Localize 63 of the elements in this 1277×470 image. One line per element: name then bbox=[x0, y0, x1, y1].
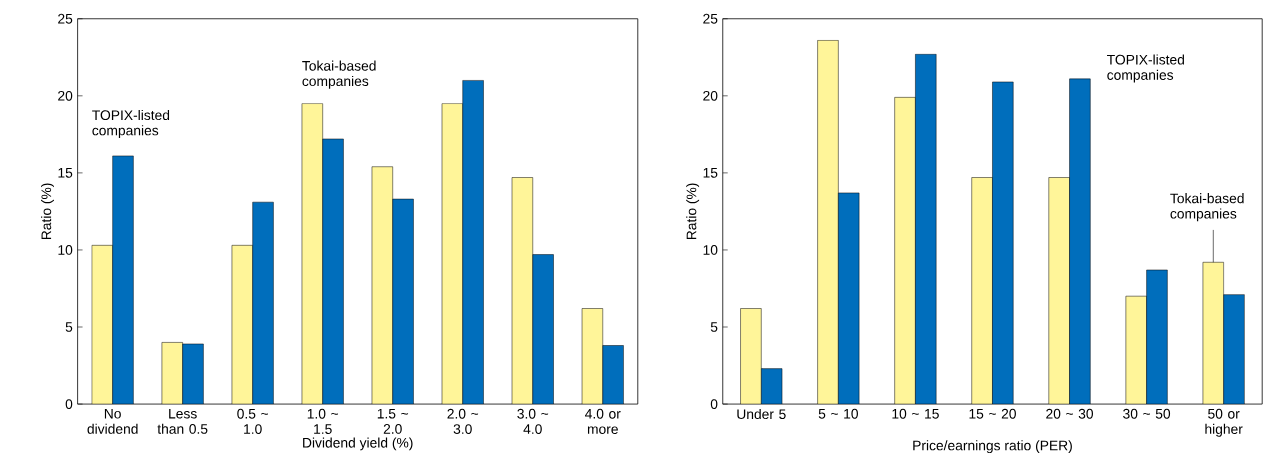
bar bbox=[301, 103, 323, 404]
y-axis-title: Ratio (%) bbox=[686, 183, 700, 239]
x-tick-label: 0.5 ~ 1.0 bbox=[237, 408, 268, 434]
x-tick-label: 5 ~ 10 bbox=[818, 408, 858, 419]
series-label: Tokai-based companies bbox=[302, 60, 376, 89]
bar bbox=[894, 96, 916, 404]
x-tick-label: Under 5 bbox=[737, 408, 786, 419]
bar bbox=[371, 166, 393, 404]
series-label: TOPIX-listed companies bbox=[92, 109, 170, 138]
y-tick-label: 15 bbox=[703, 167, 718, 178]
y-tick-label: 25 bbox=[58, 13, 73, 24]
bar bbox=[112, 155, 134, 404]
bar bbox=[838, 192, 860, 404]
x-tick-label: Less than 0.5 bbox=[157, 408, 208, 434]
x-tick-label: 1.0 ~ 1.5 bbox=[307, 408, 339, 434]
bar bbox=[231, 245, 253, 404]
y-tick-label: 20 bbox=[703, 90, 718, 101]
bar bbox=[462, 80, 484, 404]
x-tick-label: 30 ~ 50 bbox=[1123, 408, 1171, 419]
bar bbox=[1125, 295, 1147, 404]
x-tick-label: 10 ~ 15 bbox=[892, 408, 939, 419]
y-tick-label: 0 bbox=[710, 399, 718, 409]
bar bbox=[581, 308, 604, 404]
bar bbox=[532, 254, 554, 404]
y-tick-label: 15 bbox=[58, 167, 73, 178]
series-label: TOPIX-listed companies bbox=[1107, 54, 1184, 83]
x-tick-label: No dividend bbox=[87, 408, 138, 434]
bar bbox=[915, 53, 937, 404]
y-tick-label: 10 bbox=[703, 244, 718, 255]
y-tick-label: 10 bbox=[58, 244, 73, 255]
bar bbox=[392, 198, 414, 404]
bar bbox=[1069, 78, 1091, 404]
x-axis-title: Price/earnings ratio (PER) bbox=[913, 440, 1072, 453]
y-tick-label: 5 bbox=[710, 322, 718, 332]
text: Tokai-based companies bbox=[1170, 192, 1244, 222]
x-axis-title: Dividend yield (%) bbox=[303, 437, 413, 451]
bar bbox=[512, 177, 533, 404]
y-axis-title: Ratio (%) bbox=[41, 183, 54, 239]
bar bbox=[992, 81, 1014, 404]
bar bbox=[1223, 294, 1245, 404]
bar bbox=[91, 245, 113, 404]
x-tick-label: 15 ~ 20 bbox=[969, 408, 1016, 419]
x-tick-label: 3.0 ~ 4.0 bbox=[517, 408, 549, 434]
y-tick-label: 5 bbox=[65, 322, 73, 332]
bar bbox=[322, 138, 344, 404]
x-tick-label: 4.0 or more bbox=[585, 408, 621, 434]
y-tick-label: 20 bbox=[58, 90, 73, 101]
bar bbox=[740, 308, 762, 404]
x-tick-label: 20 ~ 30 bbox=[1046, 408, 1094, 419]
bar bbox=[441, 103, 463, 404]
bar bbox=[817, 39, 839, 404]
bar bbox=[971, 177, 993, 404]
bar bbox=[252, 202, 274, 404]
x-tick-label: 1.5 ~ 2.0 bbox=[377, 408, 409, 434]
x-tick-label: 50 or higher bbox=[1205, 408, 1243, 437]
bar bbox=[1048, 177, 1070, 404]
bar bbox=[182, 343, 204, 404]
bar bbox=[1202, 261, 1224, 404]
bar bbox=[602, 345, 624, 404]
bar bbox=[1146, 269, 1168, 404]
y-tick-label: 25 bbox=[703, 13, 718, 24]
y-tick-label: 0 bbox=[65, 399, 73, 409]
x-tick-label: 2.0 ~ 3.0 bbox=[447, 408, 479, 434]
